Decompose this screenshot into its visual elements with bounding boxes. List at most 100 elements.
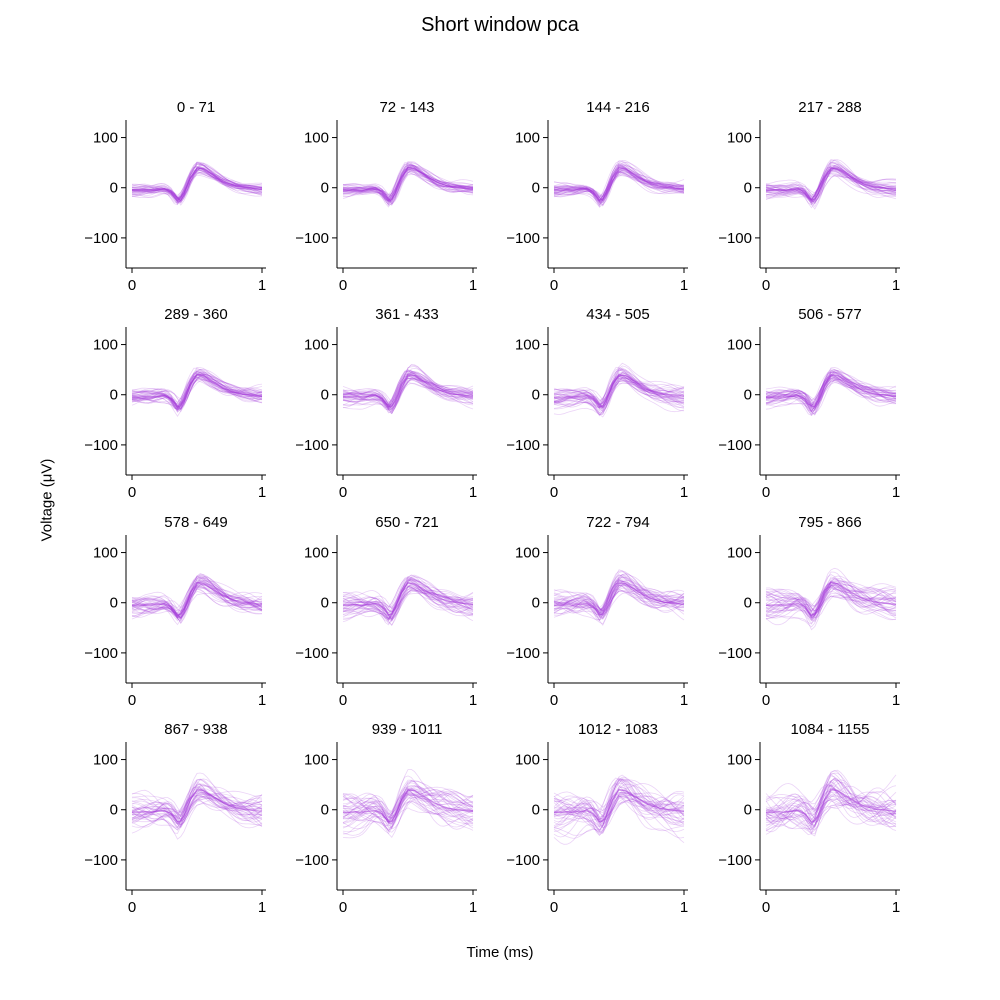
mean-waveform — [132, 788, 263, 823]
waveform-trace — [342, 586, 474, 614]
x-tick-label: 0 — [762, 484, 770, 501]
y-tick-label: −100 — [718, 230, 752, 247]
waveform-trace — [765, 784, 897, 825]
waveform-trace — [553, 171, 685, 200]
waveform-trace — [765, 369, 897, 400]
waveform-trace — [553, 571, 685, 610]
waveform-trace — [553, 365, 685, 409]
waveform-trace — [553, 377, 685, 412]
waveform-trace — [343, 169, 474, 197]
x-tick-label: 0 — [128, 899, 136, 916]
waveform-trace — [765, 797, 897, 831]
waveform-trace — [131, 375, 263, 411]
waveform-trace — [131, 794, 263, 820]
waveform-trace — [765, 788, 897, 825]
waveform-trace — [553, 167, 685, 203]
waveform-trace — [553, 580, 685, 614]
panel-title: 867 - 938 — [164, 721, 227, 738]
y-tick-label: 100 — [727, 752, 752, 769]
waveform-trace — [342, 370, 474, 411]
y-tick-label: 0 — [532, 180, 540, 197]
waveform-trace — [765, 795, 897, 828]
waveform-trace — [342, 793, 474, 836]
waveform-trace — [553, 779, 685, 823]
waveform-trace — [765, 581, 897, 618]
trace-group — [342, 574, 474, 626]
waveform-trace — [131, 372, 263, 411]
waveform-trace — [132, 376, 263, 408]
waveform-trace — [765, 170, 897, 201]
waveform-trace — [765, 165, 897, 196]
waveform-trace — [553, 584, 685, 615]
waveform-trace — [765, 769, 897, 830]
waveform-trace — [131, 167, 263, 203]
waveform-trace — [131, 375, 263, 400]
waveform-trace — [131, 791, 263, 819]
waveform-trace — [765, 380, 897, 413]
waveform-trace — [343, 787, 474, 823]
waveform-trace — [765, 777, 897, 835]
waveform-trace — [131, 366, 263, 413]
waveform-trace — [131, 370, 263, 407]
waveform-trace — [131, 169, 263, 203]
waveform-trace — [343, 164, 474, 203]
x-tick-label: 0 — [762, 899, 770, 916]
waveform-trace — [765, 581, 897, 618]
waveform-trace — [553, 791, 685, 825]
waveform-trace — [131, 584, 263, 617]
waveform-trace — [765, 375, 897, 410]
waveform-trace — [342, 800, 474, 838]
waveform-trace — [765, 584, 897, 631]
waveform-trace — [553, 577, 685, 621]
waveform-trace — [131, 168, 263, 200]
waveform-trace — [342, 165, 474, 205]
waveform-trace — [553, 377, 685, 418]
waveform-trace — [553, 574, 684, 612]
waveform-trace — [553, 795, 685, 844]
trace-group — [131, 161, 263, 206]
waveform-trace — [765, 378, 897, 410]
waveform-trace — [553, 795, 685, 832]
waveform-trace — [765, 783, 897, 809]
waveform-trace — [765, 778, 897, 811]
waveform-trace — [553, 795, 685, 820]
waveform-trace — [131, 165, 263, 200]
waveform-trace — [765, 587, 897, 619]
waveform-trace — [342, 162, 474, 202]
waveform-trace — [342, 578, 474, 626]
waveform-trace — [131, 376, 263, 409]
waveform-trace — [553, 589, 685, 615]
waveform-trace — [553, 165, 685, 201]
waveform-trace — [131, 575, 263, 619]
waveform-trace — [342, 370, 474, 407]
waveform-trace — [553, 171, 685, 203]
trace-group — [131, 572, 263, 626]
waveform-trace — [553, 382, 685, 406]
x-tick-label: 1 — [680, 484, 688, 501]
waveform-trace — [131, 796, 263, 825]
waveform-trace — [342, 377, 474, 410]
panel: 100 0 −100 0 1 1012 - 1083 — [506, 721, 688, 916]
waveform-trace — [553, 369, 685, 416]
waveform-trace — [766, 575, 897, 621]
waveform-trace — [765, 577, 897, 612]
waveform-trace — [553, 583, 685, 619]
waveform-trace — [132, 171, 262, 196]
waveform-trace — [553, 376, 685, 410]
waveform-trace — [765, 377, 897, 407]
waveform-trace — [131, 788, 263, 827]
waveform-trace — [342, 780, 474, 821]
x-tick-label: 0 — [128, 484, 136, 501]
x-tick-label: 1 — [469, 899, 477, 916]
waveform-trace — [765, 174, 896, 203]
waveform-trace — [553, 799, 685, 838]
waveform-trace — [131, 793, 263, 826]
waveform-trace — [131, 368, 263, 410]
waveform-trace — [765, 586, 897, 608]
waveform-trace — [342, 377, 474, 406]
panel-title: 1012 - 1083 — [578, 721, 658, 738]
x-tick-label: 1 — [258, 899, 266, 916]
waveform-trace — [765, 175, 897, 202]
waveform-trace — [553, 782, 685, 820]
waveform-trace — [553, 777, 685, 815]
